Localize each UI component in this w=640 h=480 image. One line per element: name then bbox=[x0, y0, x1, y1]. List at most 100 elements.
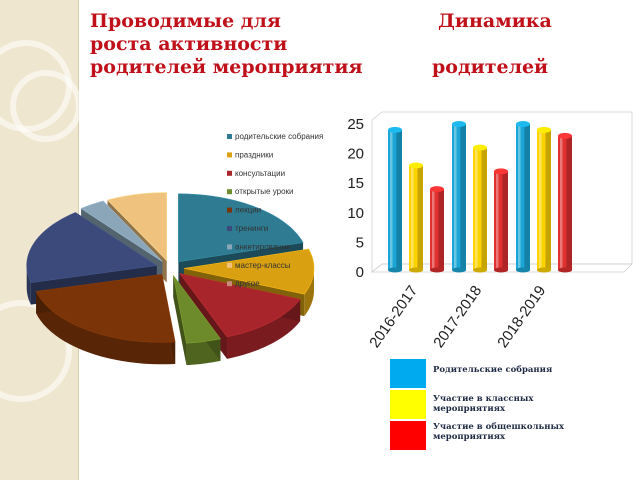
bar-base bbox=[494, 267, 508, 273]
pie-slice-8 bbox=[106, 192, 168, 262]
bar-shade bbox=[502, 171, 508, 270]
legend-swatch-yellow bbox=[390, 390, 426, 419]
bar-base bbox=[388, 267, 402, 273]
pie-slice-6 bbox=[26, 212, 158, 283]
bar-cap bbox=[558, 132, 572, 139]
bar-base bbox=[473, 267, 487, 273]
y-tick-label: 20 bbox=[347, 146, 364, 163]
bar-cap bbox=[494, 168, 508, 175]
bar-highlight bbox=[475, 147, 478, 270]
bar-shade bbox=[417, 165, 423, 270]
bar-cylinder bbox=[494, 168, 508, 273]
bar-shade bbox=[396, 129, 402, 270]
bar-cap bbox=[473, 144, 487, 151]
bar-legend: Родительские собрания Участие в классных… bbox=[390, 359, 566, 452]
pie-slice-2 bbox=[183, 248, 315, 295]
bar-highlight bbox=[496, 171, 499, 270]
legend-swatch-red bbox=[390, 421, 426, 450]
pie-legend-label: тренинги bbox=[235, 224, 268, 233]
pie-slice-side bbox=[26, 265, 31, 305]
bar-highlight bbox=[390, 129, 393, 270]
pie-legend-label: консультации bbox=[235, 169, 285, 178]
pie-slice-wall bbox=[173, 275, 187, 366]
pie-legend-swatch bbox=[227, 134, 232, 139]
pie-legend-label: родительские собрания bbox=[235, 132, 323, 141]
title-right-line: родителей bbox=[432, 56, 549, 78]
title-left: Проводимые для роста активности родителе… bbox=[90, 10, 363, 79]
title-left-line: Проводимые для bbox=[90, 10, 281, 32]
pie-legend-swatch bbox=[227, 281, 232, 287]
bar-cylinder bbox=[558, 132, 572, 273]
pie-legend-label: другое bbox=[235, 279, 260, 288]
pie-slice-3 bbox=[179, 273, 301, 338]
bar-highlight bbox=[518, 124, 521, 270]
bar-cylinder bbox=[388, 126, 402, 273]
pie-legend-label: открытые уроки bbox=[235, 187, 294, 196]
bar-plot: 0 5 10 15 20 25 2016-2017 2017-2018 2018-2019 bbox=[347, 111, 633, 352]
pie-legend-swatch bbox=[227, 226, 232, 231]
pie-slice-side bbox=[36, 291, 176, 365]
bar-cylinder bbox=[473, 144, 487, 273]
bar-cylinder bbox=[430, 186, 444, 273]
title-right: Динамика родителей bbox=[432, 10, 552, 79]
bar-shade bbox=[566, 135, 572, 270]
pie-legend-label: праздники bbox=[235, 150, 273, 159]
legend-swatch-blue bbox=[390, 359, 426, 388]
bar-shade bbox=[438, 189, 444, 270]
pie-slice-5 bbox=[35, 273, 176, 343]
bar-shade bbox=[460, 124, 466, 270]
bar-cylinder bbox=[516, 121, 530, 273]
bar-legend-item: Участие в классных мероприятиях bbox=[390, 390, 566, 421]
bar-legend-item: Родительские собрания bbox=[390, 359, 566, 390]
bar-cap bbox=[452, 121, 466, 127]
pie-legend-label: анкетирование bbox=[235, 242, 291, 251]
pie-tops bbox=[26, 192, 315, 344]
pie-legend-swatch bbox=[227, 262, 232, 268]
bar-legend-item: Участие в общешкольных мероприятиях bbox=[390, 421, 566, 452]
decorative-ring bbox=[10, 70, 82, 142]
title-left-line: роста активности bbox=[90, 33, 288, 55]
pie-legend: родительские собрания праздники консультац… bbox=[227, 132, 323, 288]
bar-cap bbox=[388, 126, 402, 133]
legend-label: Участие в общешкольных мероприятиях bbox=[433, 422, 565, 442]
bar-shade bbox=[524, 124, 530, 270]
title-right-line: Динамика bbox=[438, 10, 552, 32]
bar-highlight bbox=[454, 124, 457, 270]
pie-slice-side bbox=[304, 268, 314, 317]
bar-cap bbox=[430, 186, 444, 193]
title-left-line: родителей мероприятия bbox=[90, 56, 363, 78]
bar-base bbox=[516, 267, 530, 273]
y-tick-label: 5 bbox=[356, 234, 364, 251]
bar-shade bbox=[545, 129, 551, 270]
x-category-label: 2018-2019 bbox=[494, 283, 549, 352]
legend-label: Участие в классных мероприятиях bbox=[433, 394, 534, 414]
bar-cap bbox=[516, 121, 530, 127]
pie-legend-swatch bbox=[227, 152, 232, 158]
pie-slice-7 bbox=[80, 200, 163, 262]
pie-slice-side bbox=[227, 299, 301, 359]
bar-base bbox=[430, 267, 444, 273]
pie-slice-1 bbox=[178, 193, 304, 263]
pie-legend-swatch bbox=[227, 207, 232, 213]
bar-base bbox=[537, 267, 551, 273]
bar-highlight bbox=[539, 129, 542, 270]
y-tick-label: 10 bbox=[347, 205, 364, 222]
bar-base bbox=[452, 267, 466, 273]
bar-cap bbox=[537, 126, 551, 133]
y-tick-label: 0 bbox=[356, 264, 364, 281]
bar-highlight bbox=[411, 165, 414, 270]
bar-cylinder bbox=[452, 121, 466, 273]
y-tick-label: 15 bbox=[347, 175, 364, 192]
bar-base bbox=[409, 267, 423, 273]
bar-shade bbox=[481, 147, 487, 270]
pie-slice-4 bbox=[172, 275, 222, 344]
bar-base bbox=[558, 267, 572, 273]
x-category-label: 2017-2018 bbox=[430, 283, 485, 352]
legend-label: Родительские собрания bbox=[433, 365, 553, 375]
pie-legend-swatch bbox=[227, 244, 232, 250]
bar-highlight bbox=[560, 135, 563, 270]
pie-legend-swatch bbox=[227, 170, 232, 176]
bar-cylinder bbox=[537, 126, 551, 273]
